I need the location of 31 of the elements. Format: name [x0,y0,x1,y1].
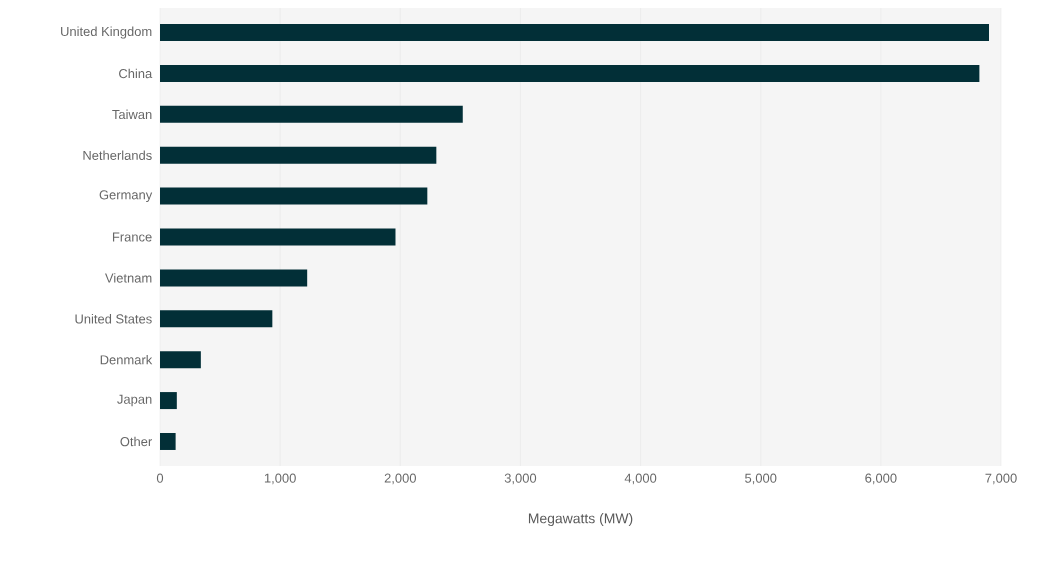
y-tick-label: Other [120,436,153,447]
y-tick-label: United States [75,314,152,324]
bar [160,105,463,123]
x-tick-label: 1,000 [264,473,296,485]
y-tick-label: China [119,68,153,79]
x-tick-label: 0 [156,473,164,483]
bar [160,432,176,450]
bar [160,269,308,287]
y-tick-label: France [112,232,152,242]
bar [160,392,177,410]
bar [160,228,396,246]
x-tick-label: 2,000 [384,473,416,485]
y-tick-label: Netherlands [83,150,152,160]
y-tick-label: Germany [99,190,153,202]
y-tick-label: Vietnam [105,273,152,283]
y-tick-label: Denmark [100,354,153,365]
bar [160,24,989,42]
bar [160,351,201,369]
x-tick-label: 4,000 [624,473,657,485]
bar [160,146,437,164]
y-tick-label: Japan [117,394,152,407]
bar [160,64,980,82]
y-tick-label: Taiwan [112,109,152,120]
x-tick-label: 5,000 [745,473,777,485]
bar [160,310,273,328]
bar [160,187,428,205]
x-tick-label: 3,000 [504,473,537,485]
y-tick-label: United Kingdom [61,26,152,39]
x-tick-label: 7,000 [985,473,1017,485]
x-axis-title: Megawatts (MW) [528,513,633,527]
x-tick-label: 6,000 [865,473,897,485]
